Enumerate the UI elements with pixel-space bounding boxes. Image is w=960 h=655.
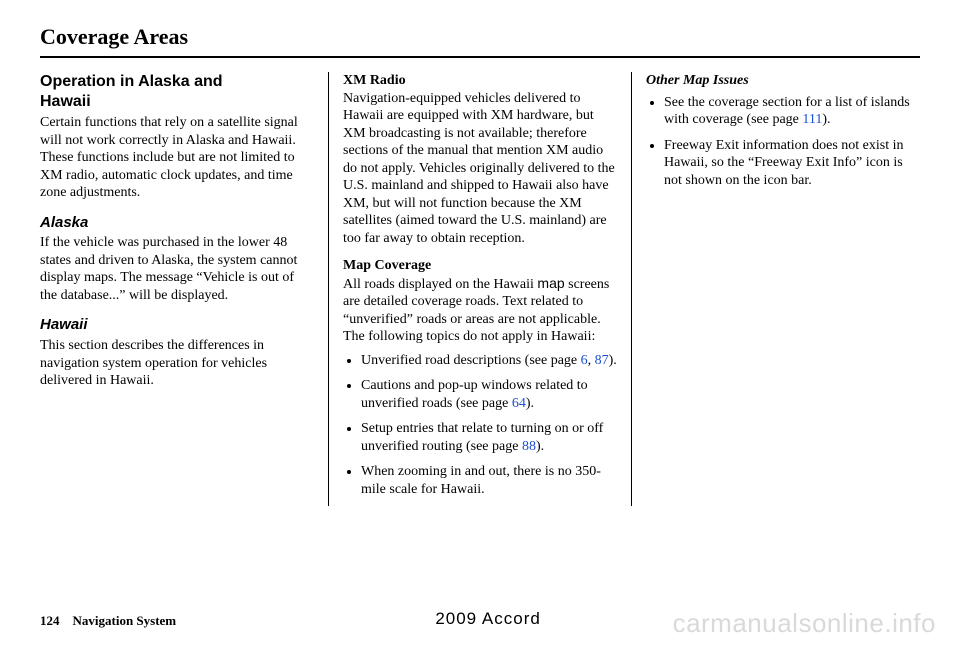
hawaii-bullets: Unverified road descriptions (see page 6… xyxy=(343,352,617,499)
page-footer: 124 Navigation System 2009 Accord xyxy=(40,609,920,629)
b3-post: ). xyxy=(536,439,544,454)
list-item: Freeway Exit information does not exist … xyxy=(664,137,920,190)
map-coverage-heading: Map Coverage xyxy=(343,257,617,275)
xm-radio-heading: XM Radio xyxy=(343,72,617,90)
list-item: Unverified road descriptions (see page 6… xyxy=(361,352,617,370)
footer-label: Navigation System xyxy=(73,613,177,628)
section-title-line1: Operation in Alaska and xyxy=(40,73,223,90)
b2-pre: Cautions and pop-up windows related to u… xyxy=(361,378,588,411)
page-title: Coverage Areas xyxy=(40,24,920,58)
alaska-body: If the vehicle was purchased in the lowe… xyxy=(40,234,314,304)
section-title: Operation in Alaska and Hawaii xyxy=(40,72,314,112)
b2-post: ). xyxy=(526,396,534,411)
list-item: See the coverage section for a list of i… xyxy=(664,94,920,129)
b1-pre: Unverified road descriptions (see page xyxy=(361,353,581,368)
page-link[interactable]: 87 xyxy=(595,353,609,368)
column-2: XM Radio Navigation-equipped vehicles de… xyxy=(328,72,631,506)
footer-left: 124 Navigation System xyxy=(40,613,176,629)
b3-pre: Setup entries that relate to turning on … xyxy=(361,421,603,454)
page-link[interactable]: 6 xyxy=(581,353,588,368)
map-body-pre: All roads displayed on the Hawaii xyxy=(343,277,537,292)
content-columns: Operation in Alaska and Hawaii Certain f… xyxy=(40,72,920,506)
other-map-issues-heading: Other Map Issues xyxy=(646,72,920,90)
c3-b1-post: ). xyxy=(822,112,830,127)
map-coverage-body: All roads displayed on the Hawaii map sc… xyxy=(343,275,617,346)
model-year: 2009 Accord xyxy=(176,609,800,629)
other-issues-bullets: See the coverage section for a list of i… xyxy=(646,94,920,190)
alaska-heading: Alaska xyxy=(40,214,314,233)
list-item: Cautions and pop-up windows related to u… xyxy=(361,377,617,412)
b1-mid: , xyxy=(588,353,595,368)
map-body-sans: map xyxy=(537,275,564,291)
xm-radio-body: Navigation-equipped vehicles delivered t… xyxy=(343,90,617,248)
page-link[interactable]: 64 xyxy=(512,396,526,411)
column-1: Operation in Alaska and Hawaii Certain f… xyxy=(40,72,328,506)
b1-post: ). xyxy=(609,353,617,368)
page-link[interactable]: 111 xyxy=(802,112,822,127)
c3-b1-pre: See the coverage section for a list of i… xyxy=(664,95,910,128)
hawaii-body: This section describes the differences i… xyxy=(40,337,314,390)
intro-paragraph: Certain functions that rely on a satelli… xyxy=(40,114,314,202)
section-title-line2: Hawaii xyxy=(40,93,91,110)
page-link[interactable]: 88 xyxy=(522,439,536,454)
list-item: When zooming in and out, there is no 350… xyxy=(361,463,617,498)
column-3: Other Map Issues See the coverage sectio… xyxy=(631,72,920,506)
hawaii-heading: Hawaii xyxy=(40,316,314,335)
page-number: 124 xyxy=(40,613,60,628)
document-page: Coverage Areas Operation in Alaska and H… xyxy=(0,0,960,655)
list-item: Setup entries that relate to turning on … xyxy=(361,420,617,455)
